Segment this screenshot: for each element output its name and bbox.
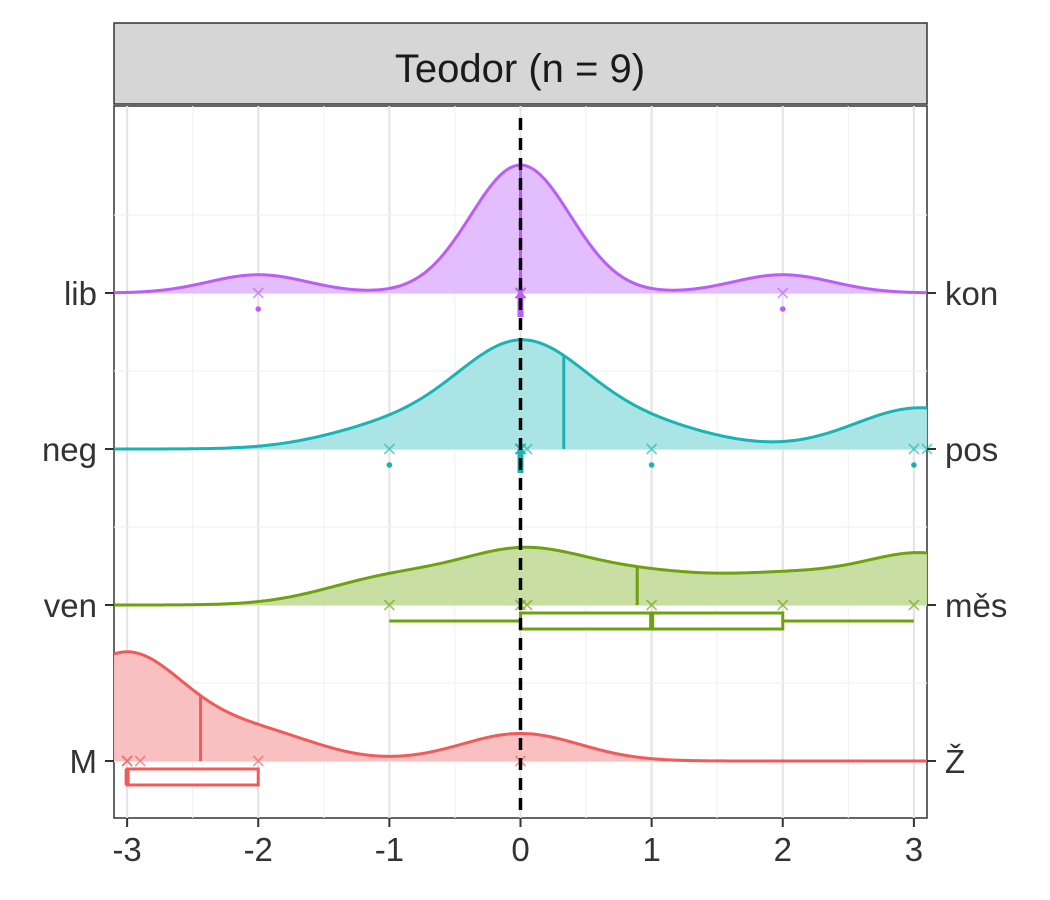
y-label-left: lib [64,275,97,312]
observation-mark [134,755,146,767]
observation-mark [777,287,789,299]
y-label-left: neg [42,431,97,468]
observation-mark [383,443,395,455]
x-tick-label: 0 [511,831,529,868]
y-label-right: kon [945,275,998,312]
density-area-neg [114,339,927,449]
box-iqr [125,767,260,787]
x-tick-label: -1 [375,831,404,868]
observation-dot [386,462,393,468]
observation-mark [121,755,133,767]
observation-mark [908,599,920,611]
observation-mark [777,599,789,611]
axes: -3 -2 -1 0 1 2 3 lib kon neg pos ven měs M Ž [42,275,1007,868]
observation-mark [252,755,264,767]
observation-mark [383,599,395,611]
x-tick-label: 2 [774,831,792,868]
observation-mark [252,287,264,299]
observation-dot [255,306,262,312]
density-line-M [113,650,927,763]
y-label-right: pos [945,431,998,468]
x-tick-label: -2 [244,831,273,868]
observation-mark [908,443,920,455]
y-label-right: Ž [945,743,965,780]
y-label-right: měs [945,587,1007,624]
observation-mark [646,599,658,611]
observation-mark [646,443,658,455]
observation-mark [521,443,533,455]
density-area-ven [114,547,927,605]
x-tick-label: 3 [905,831,923,868]
chart-title: Teodor (n = 9) [395,47,645,91]
observation-dot [648,462,655,468]
observation-mark [521,599,533,611]
y-label-left: M [70,743,98,780]
facet-strip [113,22,928,105]
x-tick-label: -3 [112,831,141,868]
y-label-left: ven [44,587,97,624]
observation-dot [779,306,786,312]
observation-dot [911,462,917,468]
x-tick-label: 1 [642,831,660,868]
